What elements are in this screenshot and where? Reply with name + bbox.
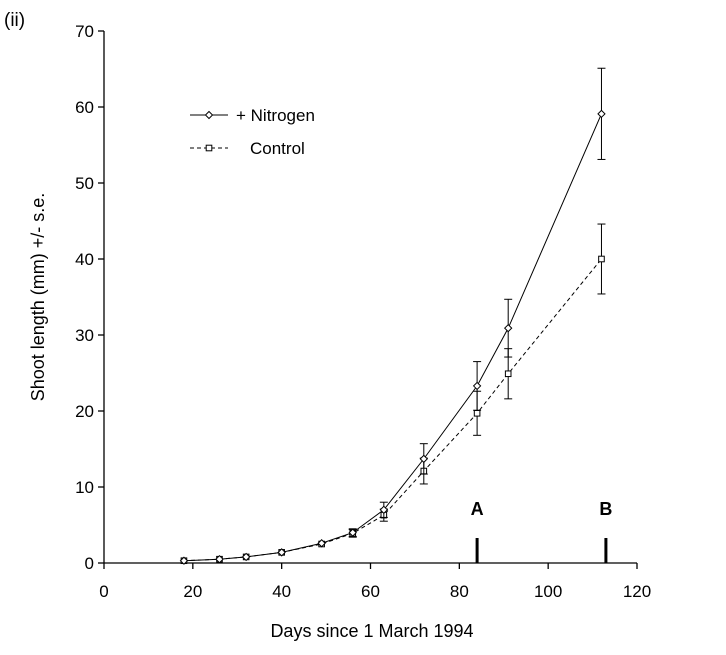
y-tick-label: 0 <box>85 554 94 573</box>
y-tick-label: 10 <box>75 478 94 497</box>
data-point <box>419 454 429 464</box>
data-point <box>317 539 326 548</box>
data-point <box>215 554 224 564</box>
x-tick-label: 80 <box>450 582 469 601</box>
data-point <box>277 548 286 557</box>
axes: 0 10 20 30 40 50 60 70 0 20 40 60 80 100 120 <box>75 22 651 601</box>
data-point <box>597 109 606 119</box>
x-axis-title: Days since 1 March 1994 <box>270 621 473 641</box>
x-tick-label: 120 <box>623 582 651 601</box>
legend-label: Control <box>250 139 305 158</box>
x-tick-label: 60 <box>361 582 380 601</box>
y-axis-title: Shoot length (mm) +/- s.e. <box>28 193 48 402</box>
y-tick-label: 50 <box>75 174 94 193</box>
x-tick-label: 20 <box>183 582 202 601</box>
legend-marker <box>204 110 214 120</box>
data-point <box>379 505 389 515</box>
series-control <box>180 223 606 565</box>
data-point <box>472 381 482 391</box>
series-nitrogen <box>179 67 606 565</box>
x-tick-label: 100 <box>534 582 562 601</box>
y-tick-label: 70 <box>75 22 94 41</box>
data-point <box>504 370 512 378</box>
series-layer <box>179 67 606 565</box>
series-line <box>183 258 602 562</box>
y-tick-label: 30 <box>75 326 94 345</box>
y-tick-label: 60 <box>75 98 94 117</box>
legend: + Nitrogen Control <box>190 106 315 158</box>
annotation-label: A <box>471 499 484 519</box>
data-point <box>503 323 513 333</box>
annotation-label: B <box>599 499 612 519</box>
series-line <box>183 113 602 562</box>
legend-marker <box>205 144 213 152</box>
x-tick-label: 0 <box>99 582 108 601</box>
x-tick-label: 40 <box>272 582 291 601</box>
data-point <box>598 255 605 263</box>
data-point <box>179 556 189 565</box>
panel-label: (ii) <box>4 10 26 31</box>
legend-label: + Nitrogen <box>236 106 315 125</box>
data-point <box>348 528 357 537</box>
y-tick-label: 40 <box>75 250 94 269</box>
data-point <box>241 552 251 562</box>
data-point <box>473 409 481 417</box>
y-tick-label: 20 <box>75 402 94 421</box>
